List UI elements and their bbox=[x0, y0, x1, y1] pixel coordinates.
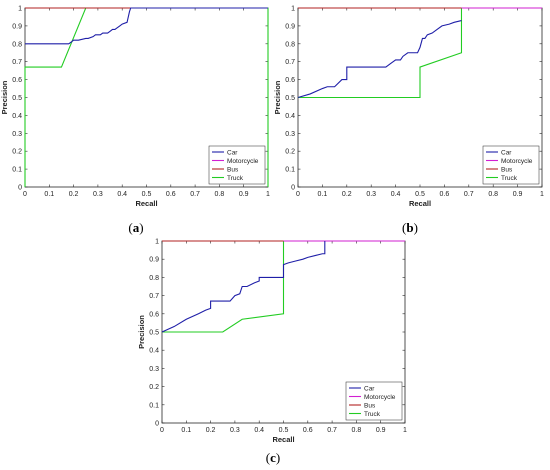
x-tick-label: 0.5 bbox=[415, 191, 425, 198]
y-tick-label: 0.7 bbox=[285, 59, 295, 66]
y-tick-label: 0.2 bbox=[12, 149, 22, 156]
series-line-car bbox=[25, 7, 268, 45]
x-tick-label: 0.6 bbox=[440, 191, 450, 198]
x-tick-label: 0.8 bbox=[352, 427, 362, 434]
y-tick-label: 1 bbox=[18, 6, 22, 13]
y-axis-label: Precision bbox=[137, 315, 146, 349]
x-tick-label: 0.3 bbox=[366, 191, 376, 198]
x-tick-label: 0.9 bbox=[376, 427, 386, 434]
y-tick-label: 0.4 bbox=[12, 113, 22, 120]
y-axis-label: Precision bbox=[273, 80, 282, 114]
y-tick-label: 1 bbox=[155, 239, 159, 246]
x-tick-label: 0.6 bbox=[166, 191, 176, 198]
panel-label: (c) bbox=[266, 450, 280, 465]
y-tick-label: 1 bbox=[291, 6, 295, 13]
x-tick-label: 0.2 bbox=[342, 191, 352, 198]
y-tick-label: 0.8 bbox=[12, 41, 22, 48]
x-tick-label: 0.4 bbox=[391, 191, 401, 198]
x-tick-label: 0.8 bbox=[488, 191, 498, 198]
legend-label: Motorcycle bbox=[227, 158, 259, 165]
x-axis-label: Recall bbox=[409, 199, 431, 208]
series-line-car bbox=[161, 241, 326, 333]
y-tick-label: 0 bbox=[155, 421, 159, 428]
x-tick-label: 0.5 bbox=[279, 427, 289, 434]
y-tick-label: 0.5 bbox=[12, 95, 22, 102]
y-tick-label: 0 bbox=[291, 185, 295, 192]
series-line-truck bbox=[24, 7, 269, 187]
y-tick-label: 0.2 bbox=[149, 384, 159, 391]
y-tick-label: 0.9 bbox=[149, 257, 159, 264]
x-tick-label: 0 bbox=[160, 427, 164, 434]
y-tick-label: 0.1 bbox=[149, 402, 159, 409]
x-tick-label: 0.2 bbox=[206, 427, 216, 434]
y-tick-label: 0.6 bbox=[285, 77, 295, 84]
legend-label: Car bbox=[501, 149, 512, 156]
legend-label: Motorcycle bbox=[501, 158, 533, 165]
y-tick-label: 0.3 bbox=[149, 366, 159, 373]
chart-panel: 0 0.1 0.2 0.3 0.4 0.5 0.6 0.7 0.8 0.9 1 0 0.1 0.2 0.3 0… bbox=[273, 6, 544, 236]
panel-label: (b) bbox=[402, 220, 418, 235]
x-tick-label: 0.4 bbox=[117, 191, 127, 198]
y-tick-label: 0.1 bbox=[285, 167, 295, 174]
y-tick-label: 0.4 bbox=[285, 113, 295, 120]
x-tick-label: 0.7 bbox=[327, 427, 337, 434]
legend-label: Bus bbox=[364, 402, 376, 409]
y-tick-label: 0.9 bbox=[12, 23, 22, 30]
y-tick-label: 0.2 bbox=[285, 149, 295, 156]
y-tick-label: 0.1 bbox=[12, 167, 22, 174]
y-tick-label: 0.7 bbox=[149, 293, 159, 300]
x-tick-label: 0.3 bbox=[230, 427, 240, 434]
x-tick-label: 0.9 bbox=[239, 191, 249, 198]
x-tick-label: 0.7 bbox=[464, 191, 474, 198]
x-tick-label: 0.1 bbox=[318, 191, 328, 198]
y-tick-label: 0.7 bbox=[12, 59, 22, 66]
y-tick-label: 0.6 bbox=[12, 77, 22, 84]
y-tick-label: 0.3 bbox=[12, 131, 22, 138]
x-tick-label: 0.6 bbox=[303, 427, 313, 434]
x-axis-label: Recall bbox=[135, 199, 157, 208]
y-tick-label: 0.3 bbox=[285, 131, 295, 138]
x-tick-label: 1 bbox=[540, 191, 544, 198]
y-tick-label: 0.5 bbox=[149, 330, 159, 337]
x-tick-label: 0.4 bbox=[254, 427, 264, 434]
legend-label: Bus bbox=[227, 166, 239, 173]
y-tick-label: 0.6 bbox=[149, 311, 159, 318]
x-tick-label: 0 bbox=[296, 191, 300, 198]
legend-label: Car bbox=[364, 385, 375, 392]
x-tick-label: 1 bbox=[403, 427, 407, 434]
y-tick-label: 0.8 bbox=[149, 275, 159, 282]
x-tick-label: 0 bbox=[23, 191, 27, 198]
y-tick-label: 0 bbox=[18, 185, 22, 192]
legend-label: Car bbox=[227, 149, 238, 156]
x-tick-label: 0.1 bbox=[181, 427, 191, 434]
x-axis-label: Recall bbox=[272, 435, 294, 444]
chart-panel: 0 0.1 0.2 0.3 0.4 0.5 0.6 0.7 0.8 0.9 1 0 0.1 0.2 0.3 0… bbox=[0, 6, 270, 236]
chart-panel: 0 0.1 0.2 0.3 0.4 0.5 0.6 0.7 0.8 0.9 1 0 0.1 0.2 0.3 0… bbox=[137, 239, 407, 466]
legend-label: Truck bbox=[364, 411, 381, 418]
x-tick-label: 0.5 bbox=[142, 191, 152, 198]
panel-label: (a) bbox=[128, 220, 143, 235]
y-tick-label: 0.9 bbox=[285, 23, 295, 30]
x-tick-label: 0.2 bbox=[69, 191, 79, 198]
y-tick-label: 0.8 bbox=[285, 41, 295, 48]
legend-label: Motorcycle bbox=[364, 394, 396, 401]
x-tick-label: 0.3 bbox=[93, 191, 103, 198]
y-tick-label: 0.4 bbox=[149, 348, 159, 355]
legend-label: Truck bbox=[227, 175, 244, 182]
legend-label: Bus bbox=[501, 166, 513, 173]
y-tick-label: 0.5 bbox=[285, 95, 295, 102]
x-tick-label: 0.8 bbox=[215, 191, 225, 198]
x-tick-label: 1 bbox=[266, 191, 270, 198]
y-axis-label: Precision bbox=[0, 80, 9, 114]
series-line-car bbox=[297, 19, 462, 99]
x-tick-label: 0.9 bbox=[513, 191, 523, 198]
legend-label: Truck bbox=[501, 175, 518, 182]
x-tick-label: 0.7 bbox=[190, 191, 200, 198]
x-tick-label: 0.1 bbox=[44, 191, 54, 198]
